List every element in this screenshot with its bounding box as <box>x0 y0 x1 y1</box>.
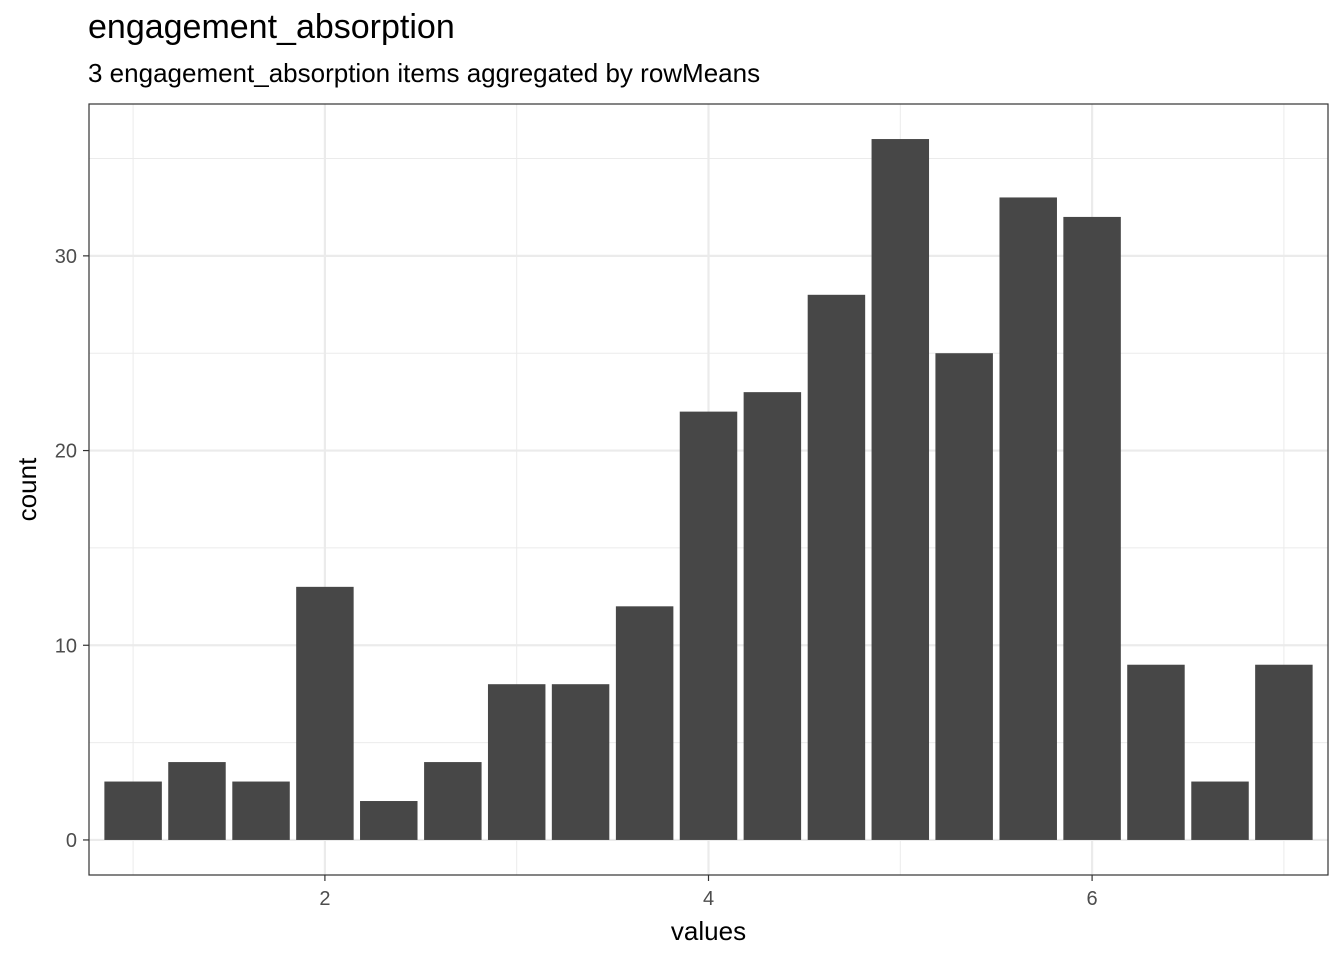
histogram-bar <box>679 411 738 840</box>
histogram-bar <box>168 762 226 840</box>
histogram-bar <box>424 762 482 840</box>
histogram-bar <box>1255 664 1313 840</box>
y-tick-label: 30 <box>55 246 77 268</box>
bars <box>104 139 1313 840</box>
histogram-bar <box>551 684 610 840</box>
chart-title: engagement_absorption <box>88 8 455 46</box>
histogram-bar <box>232 781 290 840</box>
y-tick-label: 20 <box>55 441 77 463</box>
histogram-bar <box>935 353 993 840</box>
y-axis-ticks: 0 10 20 30 <box>55 246 89 852</box>
histogram-bar <box>360 801 418 840</box>
histogram-bar <box>871 139 930 840</box>
histogram-bar <box>807 294 866 840</box>
x-axis-title: values <box>671 916 746 946</box>
histogram-bar <box>487 684 546 840</box>
chart-subtitle: 3 engagement_absorption items aggregated… <box>88 58 761 88</box>
histogram-bar <box>999 197 1057 840</box>
y-axis-title: count <box>12 457 42 521</box>
x-axis-ticks: 2 4 6 <box>319 875 1098 910</box>
histogram-bar <box>104 781 162 840</box>
x-tick-label: 2 <box>319 888 330 910</box>
histogram-bar <box>743 392 802 840</box>
histogram-bar <box>296 586 354 840</box>
histogram-bar <box>1191 781 1249 840</box>
histogram-bar <box>615 606 674 840</box>
histogram-bar <box>1063 216 1121 840</box>
y-tick-label: 0 <box>66 830 77 852</box>
y-tick-label: 10 <box>55 635 77 657</box>
histogram-bar <box>1127 664 1185 840</box>
x-tick-label: 4 <box>703 888 714 910</box>
x-tick-label: 6 <box>1087 888 1098 910</box>
